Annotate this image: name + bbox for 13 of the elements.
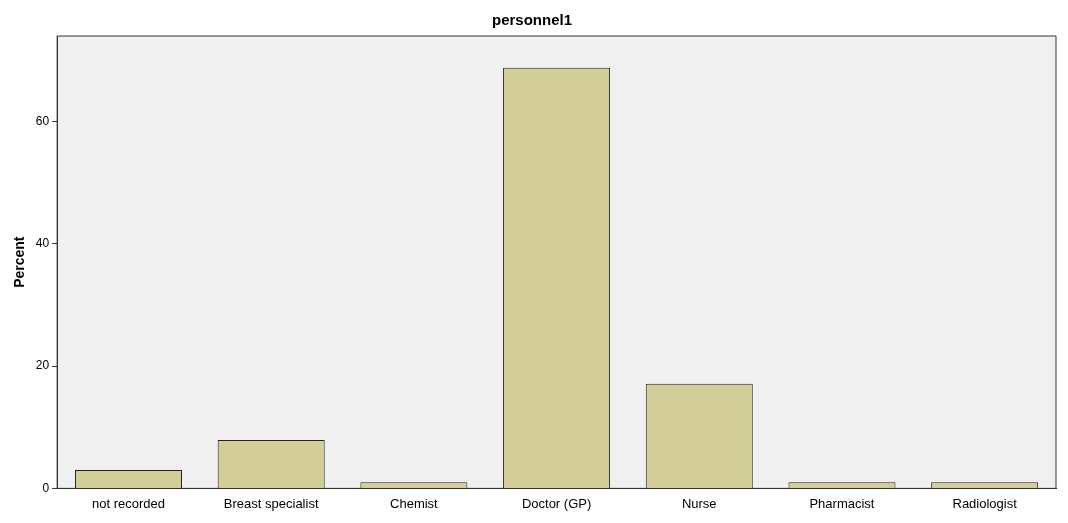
y-tick-label: 0: [42, 480, 50, 495]
y-axis-title: Percent: [11, 236, 28, 288]
x-tick-label: Chemist: [390, 495, 439, 511]
x-tick-label: not recorded: [91, 495, 165, 511]
x-tick-label: Nurse: [681, 495, 717, 511]
x-tick-label: Doctor (GP): [521, 495, 592, 511]
y-tick-label: 60: [35, 113, 50, 128]
x-tick-label: Radiologist: [952, 495, 1018, 511]
y-tick-label: 20: [35, 358, 50, 373]
chart-title: personnel1: [491, 11, 573, 29]
x-tick-label: Breast specialist: [223, 495, 319, 511]
y-tick-label: 40: [35, 236, 50, 251]
x-tick-label: Pharmacist: [809, 495, 875, 511]
